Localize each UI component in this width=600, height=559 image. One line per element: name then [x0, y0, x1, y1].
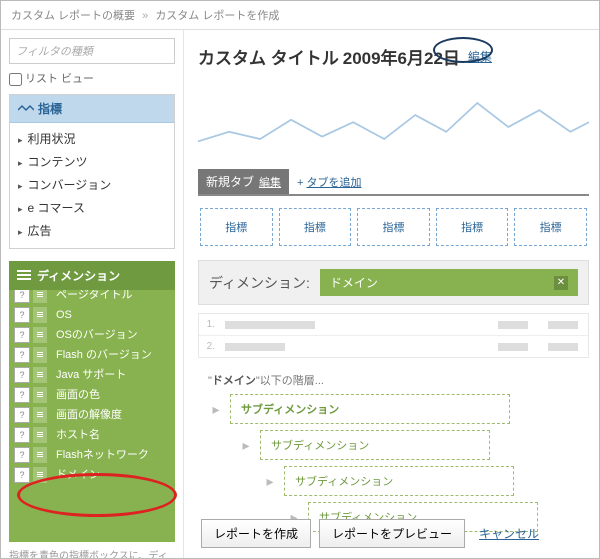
table-placeholder: 1. 2.: [198, 313, 589, 358]
metrics-item-ads[interactable]: 広告: [16, 219, 168, 242]
hierarchy-title: "ドメイン"以下の階層...: [208, 372, 589, 388]
report-date: 2009年6月22日: [343, 44, 460, 69]
help-icon[interactable]: ?: [14, 367, 30, 383]
breadcrumb-item: カスタム レポートを作成: [155, 10, 279, 22]
footer-buttons: レポートを作成 レポートをプレビュー キャンセル: [201, 519, 539, 548]
drag-icon[interactable]: [33, 307, 47, 323]
breadcrumb-item[interactable]: カスタム レポートの概要: [11, 10, 135, 22]
metric-slot[interactable]: 指標: [357, 208, 430, 246]
sidebar: フィルタの種類 リスト ビュー 指標 利用状況 コンテンツ コンバージョン e …: [1, 30, 184, 559]
listview-checkbox[interactable]: [9, 73, 22, 86]
help-icon[interactable]: ?: [14, 327, 30, 343]
chart-line: [198, 103, 589, 141]
add-tab[interactable]: + タブを追加: [289, 170, 369, 194]
breadcrumb: カスタム レポートの概要 » カスタム レポートを作成: [1, 1, 599, 30]
create-report-button[interactable]: レポートを作成: [201, 519, 311, 548]
metrics-item-conversion[interactable]: コンバージョン: [16, 173, 168, 196]
subdim-slot[interactable]: サブディメンション: [230, 394, 510, 424]
edit-title-link[interactable]: 編集: [468, 48, 492, 65]
metrics-header[interactable]: 指標: [10, 95, 174, 123]
breadcrumb-sep: »: [142, 10, 148, 22]
help-icon[interactable]: ?: [14, 347, 30, 363]
help-icon[interactable]: ?: [14, 290, 30, 303]
metric-slot[interactable]: 指標: [514, 208, 587, 246]
metrics-panel: 指標 利用状況 コンテンツ コンバージョン e コマース 広告: [9, 94, 175, 249]
drag-icon[interactable]: [33, 467, 47, 483]
drag-icon[interactable]: [33, 290, 47, 303]
tab-edit-link[interactable]: 編集: [259, 174, 281, 190]
drag-icon[interactable]: [33, 327, 47, 343]
drag-icon[interactable]: [33, 447, 47, 463]
arrow-icon: ▸: [262, 473, 278, 490]
dim-item-osver[interactable]: ?OSのバージョン: [14, 326, 170, 344]
dim-item-java[interactable]: ?Java サポート: [14, 366, 170, 384]
dim-item-os[interactable]: ?OS: [14, 306, 170, 324]
wave-icon: [18, 102, 34, 116]
listview-toggle[interactable]: リスト ビュー: [9, 70, 175, 86]
remove-dimension-icon[interactable]: ✕: [554, 276, 568, 290]
main-area: カスタム タイトル 2009年6月22日 編集 新規タブ 編集 + タブを追加: [184, 30, 599, 559]
metrics-item-usage[interactable]: 利用状況: [16, 127, 168, 150]
dim-item[interactable]: ?ページタイトル: [14, 290, 170, 304]
dimension-chip[interactable]: ドメイン ✕: [320, 269, 578, 296]
help-icon[interactable]: ?: [14, 407, 30, 423]
drag-icon[interactable]: [33, 407, 47, 423]
metric-slot[interactable]: 指標: [279, 208, 352, 246]
dim-item-net[interactable]: ?Flashネットワーク: [14, 446, 170, 464]
dimension-panel: ディメンション ?ページタイトル ?OS ?OSのバージョン ?Flash のバ…: [9, 261, 175, 542]
dim-item-res[interactable]: ?画面の解像度: [14, 406, 170, 424]
filter-input[interactable]: フィルタの種類: [9, 38, 175, 64]
drag-icon[interactable]: [33, 347, 47, 363]
arrow-icon: ▸: [208, 401, 224, 418]
preview-report-button[interactable]: レポートをプレビュー: [319, 519, 465, 548]
help-icon[interactable]: ?: [14, 427, 30, 443]
metric-slots: 指標 指標 指標 指標 指標: [198, 194, 589, 260]
dim-item-domain[interactable]: ?ドメイン: [14, 466, 170, 484]
dimension-label: ディメンション:: [209, 273, 310, 293]
page-title: カスタム タイトル: [198, 44, 339, 69]
dim-item-flash[interactable]: ?Flash のバージョン: [14, 346, 170, 364]
dimension-drop-row: ディメンション: ドメイン ✕: [198, 260, 589, 305]
metric-slot[interactable]: 指標: [436, 208, 509, 246]
metric-slot[interactable]: 指標: [200, 208, 273, 246]
help-icon[interactable]: ?: [14, 447, 30, 463]
dim-item-color[interactable]: ?画面の色: [14, 386, 170, 404]
help-icon[interactable]: ?: [14, 467, 30, 483]
dimension-header[interactable]: ディメンション: [9, 261, 175, 290]
subdim-slot[interactable]: サブディメンション: [260, 430, 490, 460]
help-icon[interactable]: ?: [14, 387, 30, 403]
help-icon[interactable]: ?: [14, 307, 30, 323]
dim-item-host[interactable]: ?ホスト名: [14, 426, 170, 444]
drag-icon[interactable]: [33, 387, 47, 403]
help-text: 指標を青色の指標ボックスに、ディメンションを緑色のディメンション ボックスにドラ…: [9, 550, 175, 559]
metrics-item-ecommerce[interactable]: e コマース: [16, 196, 168, 219]
chart-placeholder: [198, 79, 589, 151]
subdim-slot[interactable]: サブディメンション: [284, 466, 514, 496]
list-icon: [17, 270, 31, 282]
tab-active[interactable]: 新規タブ 編集: [198, 169, 289, 194]
drag-icon[interactable]: [33, 427, 47, 443]
metrics-item-content[interactable]: コンテンツ: [16, 150, 168, 173]
arrow-icon: ▸: [238, 437, 254, 454]
hierarchy: "ドメイン"以下の階層... ▸ サブディメンション ▸ サブディメンション ▸ サブ…: [198, 372, 589, 532]
cancel-link[interactable]: キャンセル: [479, 525, 539, 542]
drag-icon[interactable]: [33, 367, 47, 383]
